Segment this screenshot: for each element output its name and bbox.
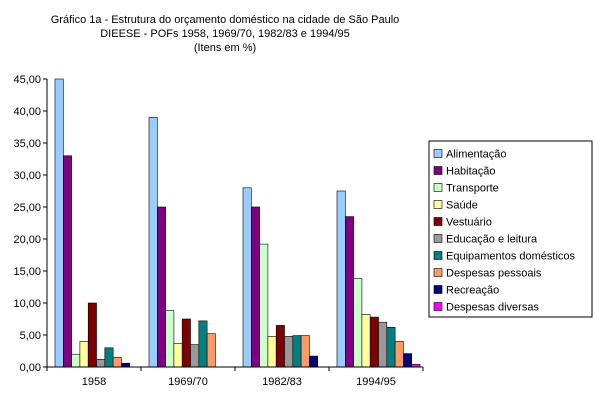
legend-swatch [433,149,443,158]
legend-swatch [433,302,443,311]
bar [157,206,166,368]
bar [403,353,412,368]
legend-box [428,140,593,318]
legend-label: Educação e leitura [446,234,538,246]
legend-label: Habitação [446,166,496,178]
chart-subtitle: DIEESE - POFs 1958, 1969/70, 1982/83 e 1… [100,28,350,40]
legend-swatch [433,183,443,192]
chart-note: (Itens em %) [193,42,257,54]
bar [251,206,260,368]
bar [267,335,277,368]
y-tick-label: 5,00 [20,330,41,342]
bar [173,342,183,368]
bar [284,335,294,368]
x-tick-label: 1982/83 [262,376,302,388]
legend-label: Alimentação [446,149,507,161]
y-tick-label: 0,00 [20,362,41,374]
bar [79,341,89,368]
bar [275,325,285,368]
legend-label: Despesas diversas [446,302,539,314]
bar [96,358,106,368]
y-tick-label: 10,00 [13,298,41,310]
legend-swatch [433,285,443,294]
bar [112,357,122,368]
bar [292,335,302,368]
legend-label: Saúde [446,200,478,212]
y-tick-label: 35,00 [13,138,41,150]
legend-label: Vestuário [446,217,492,229]
bar [190,344,200,368]
bar [344,216,354,368]
bar [104,347,114,368]
y-tick-label: 25,00 [13,202,41,214]
bar [62,155,72,368]
bar [309,355,318,368]
x-tick-label: 1969/70 [168,376,208,388]
bar [54,78,64,368]
bar [378,321,388,368]
bar [369,316,379,368]
bar [71,353,81,368]
legend-swatch [433,234,443,243]
y-tick-label: 30,00 [13,170,41,182]
bar [242,187,252,368]
legend-label: Recreação [446,285,499,297]
bar [386,326,396,368]
legend-label: Despesas pessoais [446,268,542,280]
bar [259,243,269,368]
x-tick-label: 1958 [82,376,106,388]
y-tick-label: 20,00 [13,234,41,246]
legend-label: Transporte [446,183,499,195]
bar [206,333,216,368]
legend-swatch [433,217,443,226]
bar [87,302,97,368]
legend-swatch [433,251,443,260]
legend-swatch [433,166,443,175]
bar [336,190,346,368]
bar [148,117,158,368]
bar [181,318,191,368]
y-tick-label: 15,00 [13,266,41,278]
bar [300,335,310,368]
bar [165,310,175,368]
chart-title: Gráfico 1a - Estrutura do orçamento domé… [50,14,400,26]
bar [198,320,208,368]
x-tick-label: 1994/95 [356,376,396,388]
bar [394,341,404,368]
bar [361,314,371,368]
legend-swatch [433,268,443,277]
legend-label: Equipamentos domésticos [446,251,576,263]
bar [353,278,363,368]
bar [121,362,131,368]
y-tick-label: 40,00 [13,106,41,118]
y-tick-label: 45,00 [13,74,41,86]
legend-swatch [433,200,443,209]
